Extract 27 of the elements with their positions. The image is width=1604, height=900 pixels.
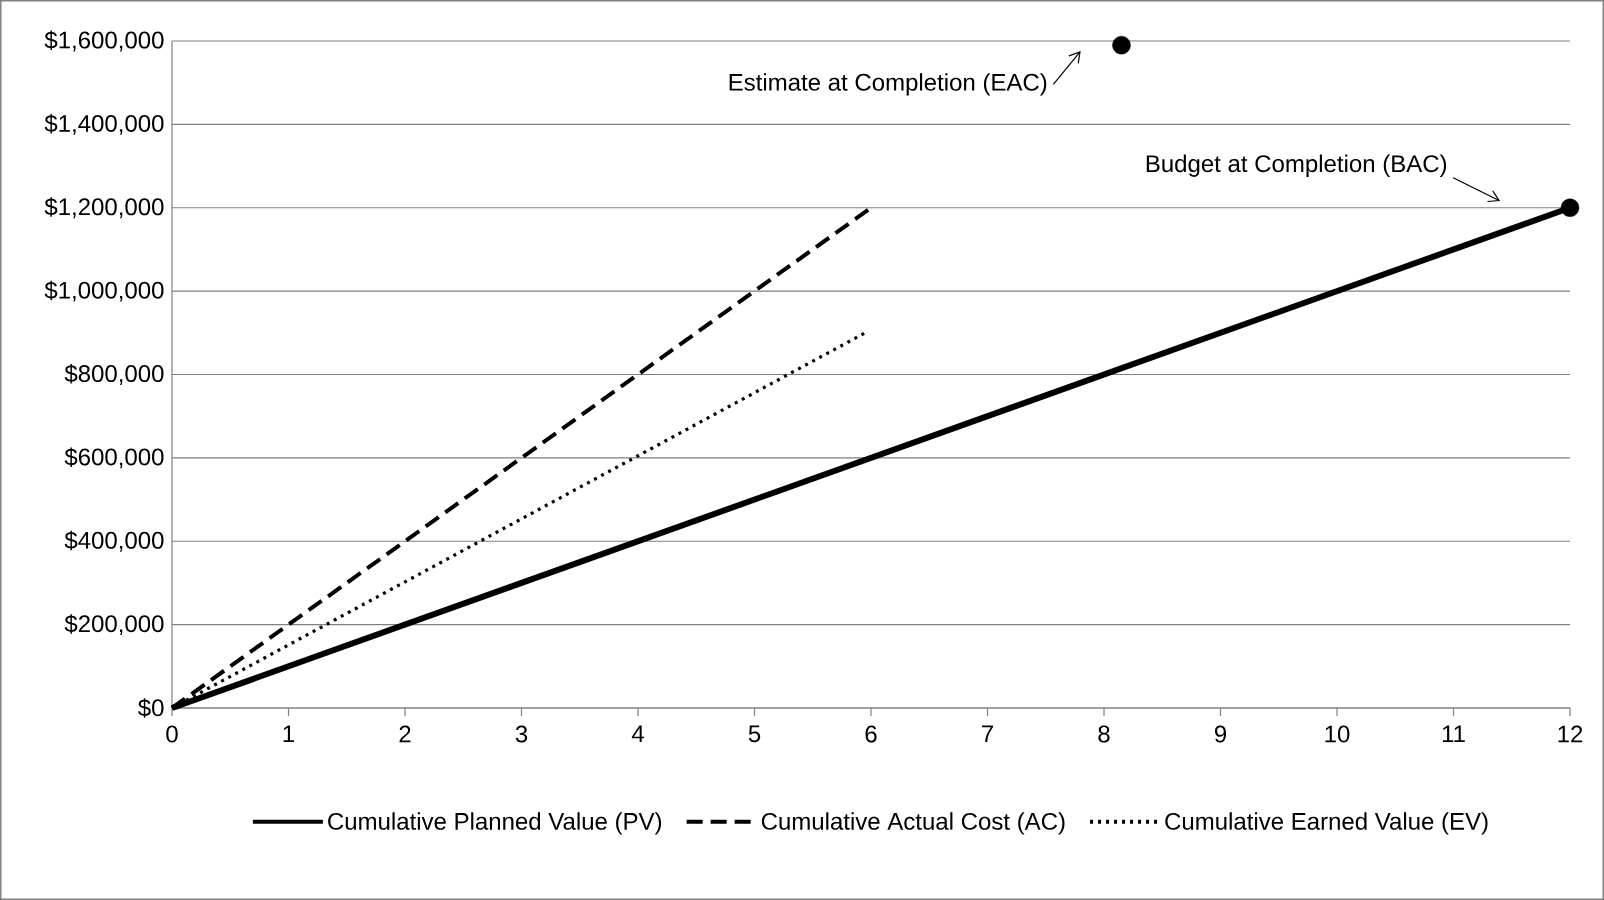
legend-label: Cumulative Earned Value (EV) [1165, 812, 1488, 835]
x-tick-label: 9 [1214, 725, 1227, 743]
x-tick-label: 4 [631, 725, 644, 743]
x-tick-label: 0 [166, 725, 178, 743]
x-tick-label: 12 [1558, 725, 1583, 743]
y-tick-label: $600,000 [64, 447, 164, 469]
x-tick-label: 1 [283, 725, 294, 743]
y-tick-label: $0 [138, 698, 164, 718]
y-tick-label: $1,600,000 [44, 30, 164, 52]
x-tick-label: 3 [515, 725, 528, 743]
x-tick-label: 11 [1442, 725, 1465, 743]
y-tick-label: $800,000 [64, 364, 164, 385]
x-tick-label: 2 [399, 725, 411, 743]
x-tick-label: 10 [1325, 725, 1350, 743]
annotation: Estimate at Completion (EAC) [729, 73, 1047, 96]
x-tick-label: 7 [982, 725, 993, 743]
legend-label: Cumulative Planned Value (PV) [328, 812, 662, 835]
annotation: Budget at Completion (BAC) [1146, 154, 1447, 177]
x-tick-label: 6 [865, 725, 877, 743]
y-tick-label: $200,000 [64, 614, 164, 636]
y-tick-label: $1,400,000 [44, 113, 164, 135]
legend-label: Cumulative Actual Cost (AC) [761, 812, 1065, 835]
y-tick-label: $1,200,000 [44, 197, 164, 219]
x-tick-label: 8 [1098, 725, 1110, 743]
y-tick-label: $400,000 [64, 530, 164, 552]
x-tick-label: 5 [748, 725, 761, 743]
y-tick-label: $1,000,000 [44, 280, 164, 302]
